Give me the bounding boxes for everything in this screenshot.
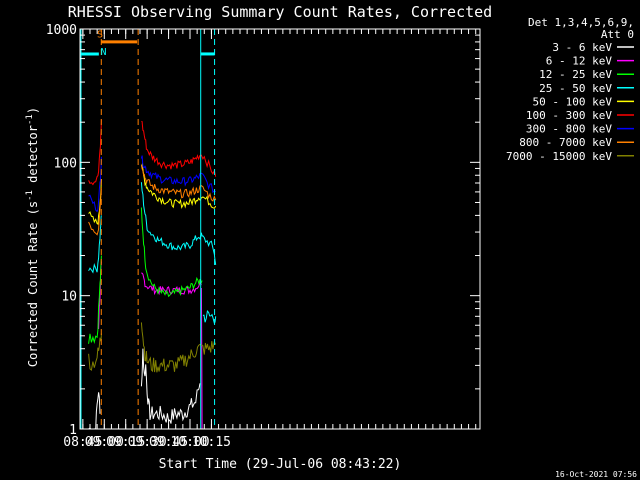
legend-header-1: Att 0 bbox=[601, 28, 634, 41]
series-5-segment-1 bbox=[141, 120, 217, 177]
x-tick-label: 09:30 bbox=[128, 435, 167, 450]
series-8 bbox=[88, 322, 217, 373]
series-2-segment-0 bbox=[88, 255, 102, 345]
y-axis-label-main: Corrected Count Rate (s bbox=[26, 201, 40, 367]
series-8-segment-1 bbox=[140, 322, 217, 373]
series-1-segment-2 bbox=[200, 287, 203, 430]
series-6 bbox=[88, 155, 217, 213]
series-5-segment-0 bbox=[88, 119, 102, 186]
y-tick-label: 10 bbox=[61, 290, 77, 305]
chart-title: RHESSI Observing Summary Count Rates, Co… bbox=[68, 3, 492, 21]
status-label-1: N bbox=[101, 47, 107, 58]
series-3-segment-1 bbox=[140, 182, 217, 265]
legend-label-4: 50 - 100 keV bbox=[533, 95, 613, 108]
series-0-segment-0 bbox=[88, 392, 101, 430]
y-axis-label: Corrected Count Rate (s-1 detector-1) bbox=[25, 107, 40, 367]
series-6-segment-0 bbox=[88, 156, 102, 213]
series-3-segment-2 bbox=[202, 310, 217, 324]
series-3 bbox=[88, 182, 217, 324]
x-tick-label: 10:00 bbox=[170, 435, 209, 450]
y-axis-label-mid: detector bbox=[26, 125, 40, 190]
series-2-segment-1 bbox=[140, 207, 203, 298]
y-axis-label-end: ) bbox=[26, 107, 40, 114]
x-tick-label: 09:15 bbox=[106, 435, 145, 450]
legend-label-5: 100 - 300 keV bbox=[526, 109, 612, 122]
legend-label-1: 6 - 12 keV bbox=[546, 55, 613, 68]
footer-timestamp: 16-Oct-2021 07:56 bbox=[555, 470, 637, 479]
plot-frame bbox=[79, 28, 481, 430]
x-tick-label: 09:45 bbox=[149, 435, 188, 450]
legend-label-6: 300 - 800 keV bbox=[526, 123, 612, 136]
status-label-0: S bbox=[97, 30, 103, 41]
legend-label-7: 800 - 7000 keV bbox=[519, 136, 612, 149]
x-axis-label: Start Time (29-Jul-06 08:43:22) bbox=[159, 457, 402, 472]
x-tick-label: 09:00 bbox=[85, 435, 124, 450]
y-tick-label: 1 bbox=[69, 423, 77, 438]
legend-label-8: 7000 - 15000 keV bbox=[506, 150, 612, 163]
x-tick-label: 08:45 bbox=[63, 435, 102, 450]
y-tick-label: 100 bbox=[54, 156, 77, 171]
y-tick-label: 1000 bbox=[46, 23, 77, 38]
series-8-segment-0 bbox=[88, 333, 102, 372]
series-7-segment-0 bbox=[88, 187, 102, 236]
legend-label-3: 25 - 50 keV bbox=[539, 82, 612, 95]
x-tick-label: 10:15 bbox=[192, 435, 231, 450]
series-1-segment-1 bbox=[141, 272, 202, 296]
y-axis-label-sup1: -1 bbox=[25, 190, 35, 201]
series-2 bbox=[88, 207, 203, 345]
legend-header-0: Det 1,3,4,5,6,9, bbox=[528, 16, 634, 29]
legend-label-2: 12 - 25 keV bbox=[539, 68, 612, 81]
y-axis-label-sup2: -1 bbox=[25, 114, 35, 125]
legend-label-0: 3 - 6 keV bbox=[552, 41, 612, 54]
series-3-segment-0 bbox=[88, 215, 102, 274]
